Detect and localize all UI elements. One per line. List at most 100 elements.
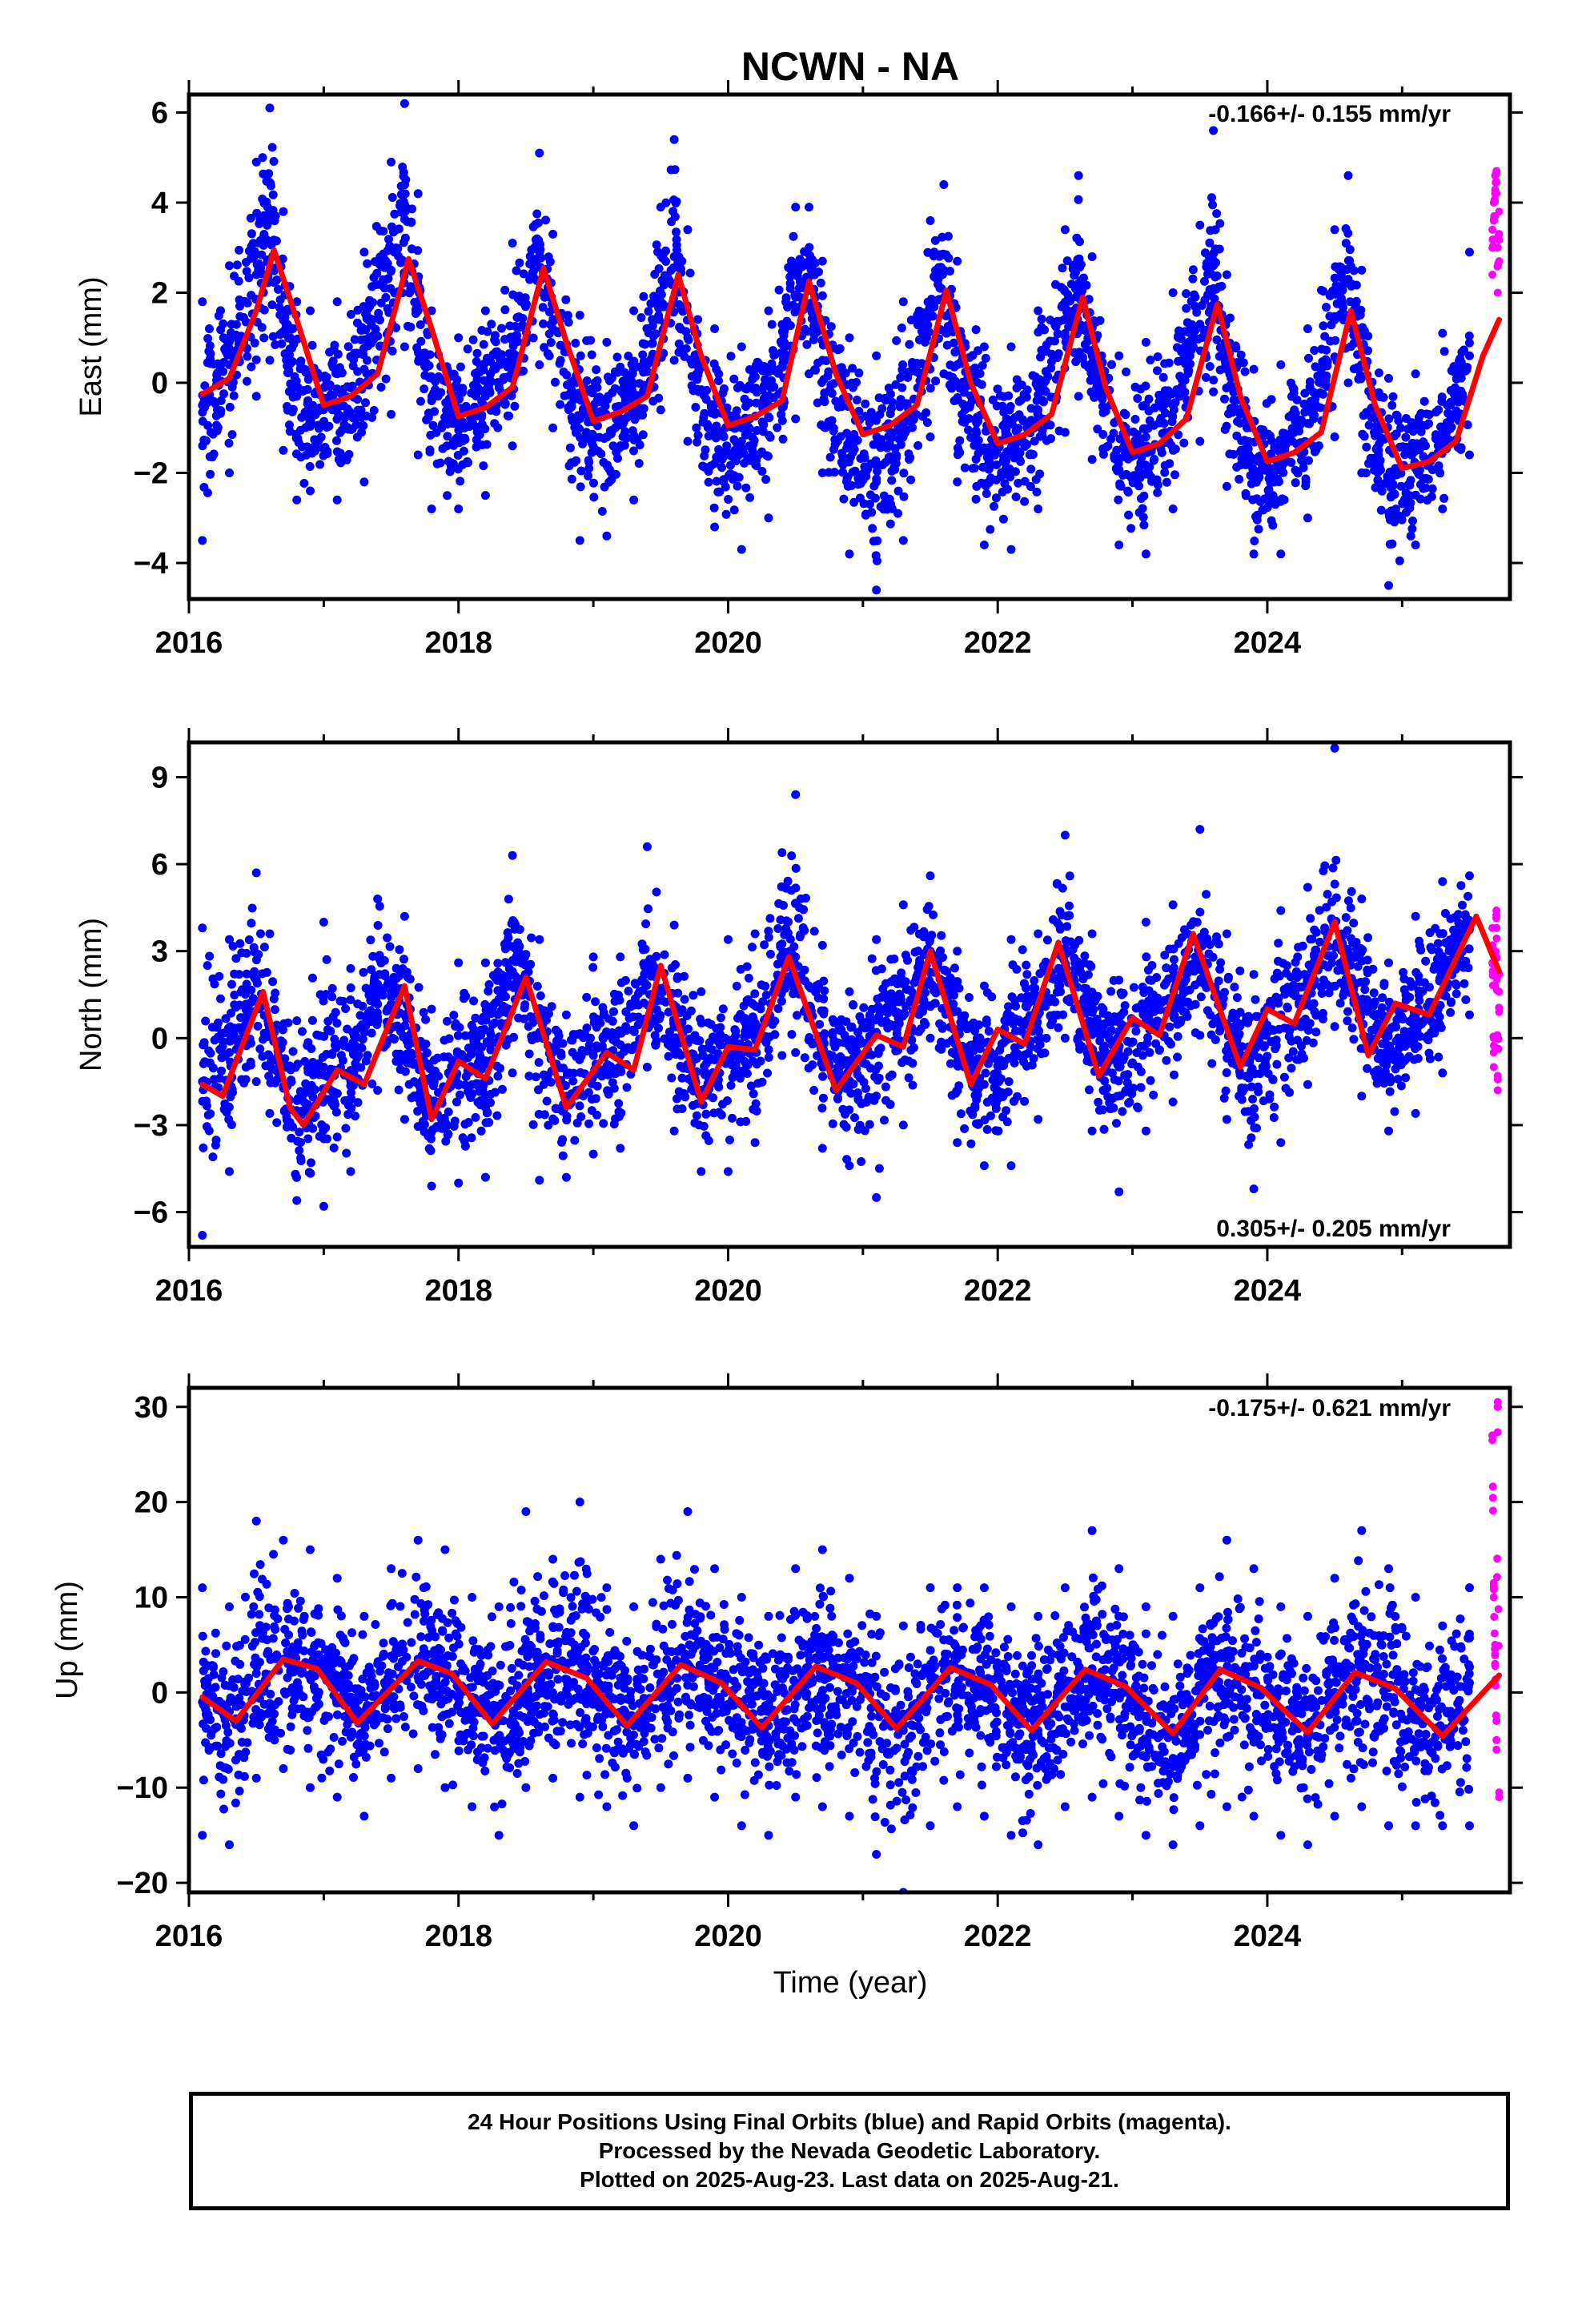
north-final-orbits-point [981, 1068, 990, 1078]
east-final-orbits-point [350, 413, 359, 423]
north-final-orbits-point [1120, 1001, 1130, 1011]
east-final-orbits-point [1188, 265, 1198, 275]
east-final-orbits-point [269, 157, 279, 166]
east-final-orbits-point [789, 231, 798, 241]
north-final-orbits-point [427, 1004, 436, 1014]
east-final-orbits-point [387, 193, 397, 202]
east-final-orbits-point [528, 222, 538, 231]
east-final-orbits-point [1002, 414, 1011, 424]
east-final-orbits-point [1375, 392, 1385, 402]
east-final-orbits-point [847, 438, 857, 448]
east-final-orbits-point [1114, 541, 1124, 549]
north-final-orbits-point [1401, 995, 1411, 1005]
east-final-orbits-point [205, 341, 215, 351]
east-final-orbits-point [543, 349, 552, 358]
east-final-orbits-point [362, 368, 371, 378]
north-final-orbits-point [1022, 960, 1031, 970]
east-final-orbits-point [1168, 399, 1178, 408]
east-final-orbits-point [930, 302, 939, 312]
east-final-orbits-point [868, 524, 877, 533]
east-final-orbits-point [762, 451, 772, 460]
east-final-orbits-point [587, 350, 596, 360]
east-final-orbits-point [369, 406, 379, 415]
east-final-orbits-point [1209, 376, 1219, 385]
north-final-orbits-point [273, 1075, 283, 1084]
east-final-orbits-point [1014, 478, 1023, 488]
east-final-orbits-point [427, 306, 436, 316]
east-final-orbits-point [1144, 406, 1154, 416]
east-final-orbits-point [805, 203, 813, 212]
east-final-orbits-point [1041, 367, 1050, 376]
east-final-orbits-point [548, 423, 558, 432]
east-final-orbits-point [413, 450, 423, 460]
east-final-orbits-point [416, 396, 425, 406]
north-final-orbits-point [1191, 952, 1200, 962]
east-final-orbits-point [865, 490, 875, 500]
east-final-orbits-point [793, 292, 803, 301]
east-final-orbits-point [479, 461, 488, 471]
north-final-orbits-point [199, 1143, 208, 1152]
north-final-orbits-point [307, 1015, 317, 1025]
east-final-orbits-point [1345, 256, 1355, 265]
east-final-orbits-point [669, 135, 679, 144]
east-final-orbits-point [972, 481, 982, 491]
east-final-orbits-point [1201, 372, 1211, 382]
east-final-orbits-point [458, 384, 468, 393]
east-final-orbits-point [1153, 352, 1162, 361]
east-final-orbits-point [576, 351, 585, 360]
east-final-orbits-point [576, 432, 585, 442]
east-final-orbits-point [1187, 336, 1197, 346]
east-final-orbits-point [1364, 420, 1374, 430]
east-final-orbits-point [778, 434, 788, 444]
east-final-orbits-point [746, 455, 755, 464]
north-final-orbits-point [251, 868, 261, 878]
east-final-orbits-point [507, 333, 516, 343]
east-final-orbits-point [1287, 392, 1296, 401]
east-final-orbits-point [733, 481, 742, 491]
east-final-orbits-point [689, 354, 698, 364]
east-final-orbits-point [337, 368, 347, 378]
north-final-orbits-point [791, 863, 801, 873]
east-final-orbits-point [644, 328, 653, 338]
east-final-orbits-point [669, 207, 678, 216]
east-final-orbits-point [821, 356, 831, 365]
east-final-orbits-point [897, 383, 907, 392]
east-final-orbits-point [1391, 505, 1400, 514]
east-final-orbits-point [971, 454, 981, 464]
north-final-orbits-point [454, 1178, 464, 1188]
east-final-orbits-point [271, 340, 280, 349]
north-final-orbits-point [845, 987, 854, 996]
east-final-orbits-point [729, 505, 739, 515]
east-final-orbits-point [1020, 442, 1030, 452]
north-final-orbits-point [1160, 980, 1169, 990]
east-final-orbits-point [365, 314, 375, 324]
east-final-orbits-point [895, 402, 905, 412]
east-final-orbits-point [1254, 525, 1263, 534]
east-final-orbits-point [567, 474, 576, 484]
east-final-orbits-point [1284, 430, 1294, 440]
east-final-orbits-point [432, 428, 441, 437]
east-final-orbits-point [817, 256, 827, 266]
north-final-orbits-point [857, 1157, 866, 1166]
east-final-orbits-point [912, 410, 921, 420]
east-final-orbits-point [246, 213, 255, 223]
east-final-orbits-point [1339, 303, 1348, 312]
chart-title: NCWN - NA [741, 44, 959, 89]
east-final-orbits-point [1439, 347, 1449, 356]
east-final-orbits-point [361, 398, 370, 408]
north-final-orbits-point [758, 997, 768, 1007]
east-final-orbits-point [861, 509, 870, 519]
east-final-orbits-point [281, 320, 291, 330]
east-final-orbits-point [1168, 445, 1178, 455]
north-final-orbits-point [761, 991, 771, 999]
north-final-orbits-point [373, 895, 383, 903]
east-final-orbits-point [866, 459, 876, 468]
east-final-orbits-point [1084, 295, 1094, 304]
east-final-orbits-point [472, 442, 481, 452]
north-final-orbits-point [777, 996, 786, 1006]
east-final-orbits-point [1107, 360, 1116, 369]
east-final-orbits-point [1183, 369, 1193, 378]
north-final-orbits-point [315, 1070, 324, 1080]
east-final-orbits-point [1276, 442, 1285, 451]
east-final-orbits-point [251, 392, 261, 401]
